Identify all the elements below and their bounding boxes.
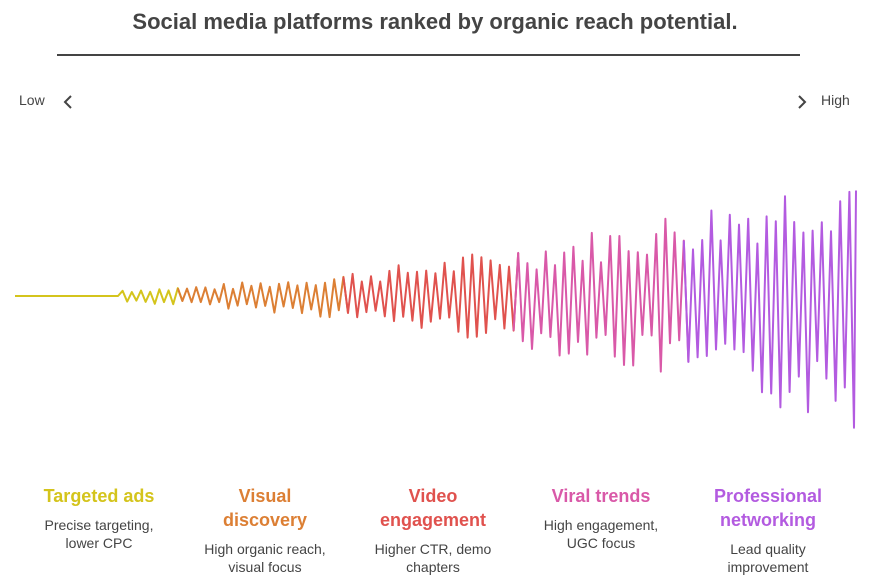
reach-waveform — [15, 190, 857, 429]
stage-desc: High engagement, UGC focus — [543, 517, 659, 551]
stage-targeted-ads: Targeted ads Precise targeting, lower CP… — [14, 484, 184, 552]
stage-name: Visual discovery — [222, 486, 308, 530]
wave-segment-3 — [342, 252, 520, 339]
high-label: High — [821, 92, 850, 108]
stage-name: Video engagement — [379, 486, 487, 530]
stage-desc: Lead quality improvement — [727, 541, 809, 575]
wave-segment-1 — [15, 287, 184, 306]
stage-desc: Higher CTR, demo chapters — [374, 541, 492, 575]
stage-name: Professional networking — [713, 486, 823, 530]
chevron-left-icon — [63, 95, 72, 109]
wave-segment-4 — [512, 217, 690, 373]
stage-name: Targeted ads — [43, 486, 155, 506]
low-label: Low — [19, 92, 45, 108]
stage-desc: High organic reach, visual focus — [204, 541, 326, 575]
stage-name: Viral trends — [551, 486, 651, 506]
wave-segment-2 — [176, 275, 349, 319]
stage-video-engagement: Video engagement Higher CTR, demo chapte… — [348, 484, 518, 576]
title-divider — [57, 54, 800, 56]
stage-viral-trends: Viral trends High engagement, UGC focus — [516, 484, 686, 552]
wave-segment-5 — [682, 190, 857, 429]
stage-professional-networking: Professional networking Lead quality imp… — [683, 484, 853, 576]
chevron-right-icon — [798, 95, 807, 109]
stage-visual-discovery: Visual discovery High organic reach, vis… — [180, 484, 350, 576]
stage-desc: Precise targeting, lower CPC — [44, 517, 154, 551]
page-title: Social media platforms ranked by organic… — [132, 9, 738, 34]
